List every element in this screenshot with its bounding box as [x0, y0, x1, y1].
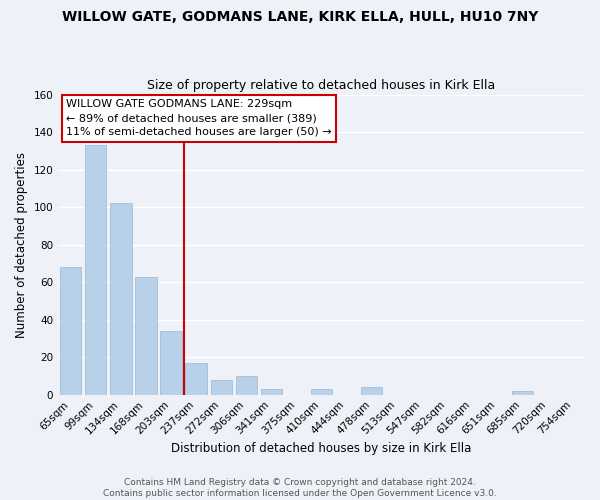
Y-axis label: Number of detached properties: Number of detached properties	[15, 152, 28, 338]
Bar	[60, 267, 82, 394]
Bar	[160, 331, 182, 394]
Bar	[236, 376, 257, 394]
Text: WILLOW GATE, GODMANS LANE, KIRK ELLA, HULL, HU10 7NY: WILLOW GATE, GODMANS LANE, KIRK ELLA, HU…	[62, 10, 538, 24]
Bar	[361, 387, 382, 394]
Bar	[136, 276, 157, 394]
Text: Contains HM Land Registry data © Crown copyright and database right 2024.
Contai: Contains HM Land Registry data © Crown c…	[103, 478, 497, 498]
Bar	[110, 204, 131, 394]
Bar	[311, 389, 332, 394]
Bar	[185, 363, 207, 394]
Bar	[85, 145, 106, 394]
Title: Size of property relative to detached houses in Kirk Ella: Size of property relative to detached ho…	[148, 79, 496, 92]
Bar	[512, 391, 533, 394]
X-axis label: Distribution of detached houses by size in Kirk Ella: Distribution of detached houses by size …	[172, 442, 472, 455]
Bar	[261, 389, 282, 394]
Text: WILLOW GATE GODMANS LANE: 229sqm
← 89% of detached houses are smaller (389)
11% : WILLOW GATE GODMANS LANE: 229sqm ← 89% o…	[66, 99, 332, 137]
Bar	[211, 380, 232, 394]
